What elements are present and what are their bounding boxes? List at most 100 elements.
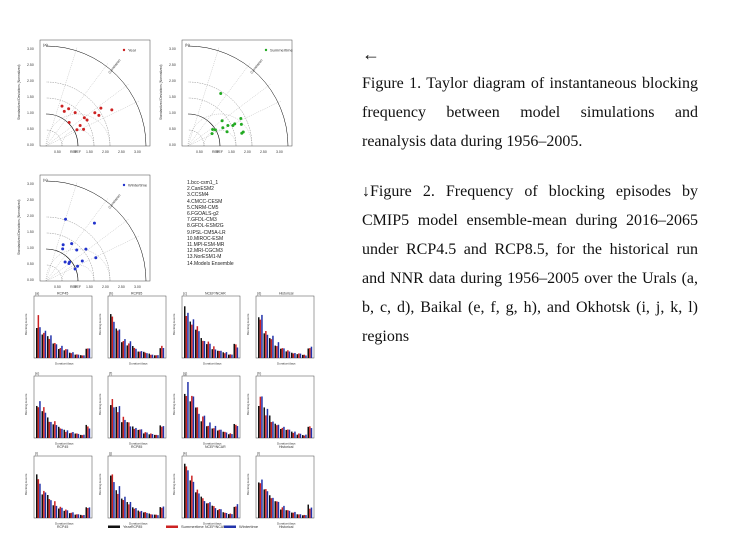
- bar: [298, 433, 300, 438]
- model-marker: [239, 122, 243, 126]
- bar: [65, 349, 67, 358]
- bar: [161, 426, 163, 438]
- bar: [129, 341, 132, 358]
- y-tick-label: 3.00: [27, 47, 34, 51]
- model-marker: [219, 91, 223, 95]
- x-tick-label: 2.50: [118, 150, 125, 154]
- model-marker: [73, 267, 77, 271]
- bar: [285, 429, 287, 438]
- bar: [307, 348, 309, 358]
- bar: [209, 422, 211, 438]
- bar: [50, 500, 52, 518]
- bar: [185, 395, 188, 438]
- bar: [294, 353, 296, 358]
- panel-tag: (i): [35, 452, 38, 456]
- bar: [192, 396, 195, 438]
- figure2-caption: ↓Figure 2. Frequency of blocking episode…: [362, 183, 698, 345]
- bar: [277, 342, 280, 358]
- bar: [87, 426, 89, 438]
- legend-label: Summertime: [181, 524, 204, 529]
- bar: [263, 407, 265, 438]
- bar: [222, 512, 224, 518]
- bar: [110, 314, 112, 358]
- bar: [37, 479, 40, 518]
- ref-label: REF: [216, 150, 223, 154]
- bar: [83, 355, 85, 358]
- panel-tag: (h): [257, 372, 261, 376]
- column-title: Historical: [279, 525, 294, 529]
- rms-arc: [187, 113, 253, 147]
- bar: [129, 501, 132, 518]
- bar: [285, 510, 287, 518]
- legend-label: Year: [128, 48, 137, 53]
- bar: [63, 350, 65, 358]
- bar: [187, 470, 189, 518]
- bar: [220, 509, 222, 518]
- bar: [206, 503, 208, 518]
- column-title: NCEP/NCAR: [205, 445, 226, 449]
- bar: [231, 514, 233, 518]
- correlation-label: Correlation: [108, 58, 122, 74]
- bar: [235, 344, 237, 358]
- bar: [272, 421, 274, 438]
- bar: [69, 513, 71, 518]
- correlation-ray: [45, 83, 130, 147]
- bar: [225, 352, 228, 358]
- bar: [61, 507, 63, 518]
- x-axis-label: Duration/days: [129, 522, 148, 526]
- y-tick-label: 2.00: [27, 79, 34, 83]
- bar: [274, 423, 276, 438]
- bar: [154, 434, 156, 438]
- panel-frame: [255, 375, 315, 439]
- bar: [220, 429, 222, 438]
- bar: [211, 349, 213, 358]
- bar: [113, 482, 115, 518]
- bar: [310, 507, 313, 518]
- column-title: Historical: [279, 292, 294, 296]
- bar: [65, 431, 67, 438]
- bar: [184, 463, 186, 518]
- panel-frame: [107, 295, 167, 359]
- bar-panel: (l) Historical Blocking Events Duration/day…: [246, 452, 315, 529]
- model-marker: [70, 242, 74, 246]
- bar: [139, 429, 141, 438]
- bar: [65, 509, 67, 518]
- y-tick-label: 1.00: [169, 111, 176, 115]
- bar: [281, 427, 284, 438]
- bar: [128, 504, 130, 518]
- bar: [303, 354, 306, 358]
- bar: [47, 417, 49, 438]
- bar: [157, 355, 159, 358]
- y-tick-label: 2.00: [169, 79, 176, 83]
- bar: [36, 405, 38, 438]
- model-marker: [94, 256, 98, 260]
- bar: [288, 429, 291, 438]
- bar-panel: (f) RCP85 Blocking Events Duration/days: [98, 372, 167, 449]
- bar: [54, 421, 56, 438]
- bar: [44, 492, 47, 518]
- bar: [305, 515, 307, 518]
- panel-tag: (a): [35, 292, 39, 296]
- bar: [77, 433, 80, 438]
- bar: [296, 514, 298, 518]
- bar: [196, 407, 199, 438]
- bar: [159, 425, 161, 438]
- bar: [225, 513, 228, 518]
- bar: [217, 510, 219, 518]
- bar-panel: (g) NCEP/NCAR Blocking Events Duration/days: [172, 372, 241, 449]
- y-tick-label: 1.00: [27, 111, 34, 115]
- x-axis-label: Duration/days: [55, 362, 74, 366]
- bar: [265, 415, 267, 438]
- legend-label: Wintertime: [128, 183, 148, 188]
- model-marker: [99, 106, 103, 110]
- bar: [143, 351, 145, 358]
- figure-images: 0.00 0.50 1.00 1.50 2.00 2.50 3.00 0.50 REF 1.50 2…: [0, 0, 330, 546]
- x-axis-label: Duration/days: [277, 362, 296, 366]
- y-axis-label: Blocking Events: [246, 313, 250, 335]
- model-marker: [75, 128, 79, 132]
- bar: [58, 426, 60, 438]
- bar: [184, 393, 186, 438]
- bar: [261, 314, 263, 358]
- model-marker: [85, 118, 89, 122]
- y-tick-label: 0.00: [169, 143, 176, 147]
